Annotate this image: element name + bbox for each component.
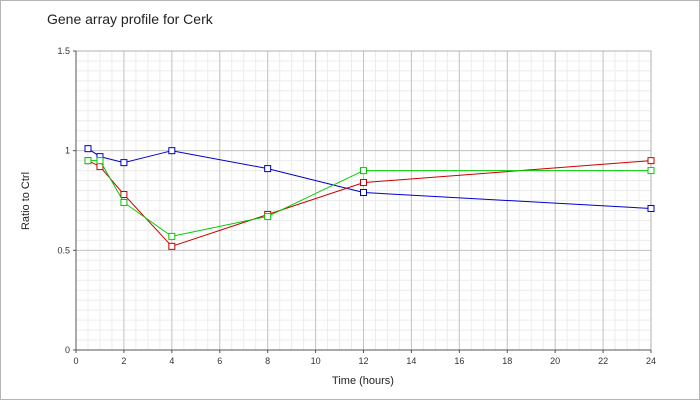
data-point-marker[interactable] <box>360 189 367 197</box>
data-point-marker[interactable] <box>264 165 272 173</box>
x-tick-label: 0 <box>73 356 78 366</box>
data-point-marker[interactable] <box>120 198 128 206</box>
y-tick-label: 1.5 <box>57 46 70 56</box>
x-tick-label: 18 <box>502 356 512 366</box>
data-point-marker[interactable] <box>120 159 128 167</box>
data-point-marker[interactable] <box>168 232 176 240</box>
chart-title: Gene array profile for Cerk <box>47 11 213 27</box>
data-point-marker[interactable] <box>360 179 367 187</box>
data-point-marker[interactable] <box>168 242 176 250</box>
data-point-marker[interactable] <box>647 167 655 175</box>
y-tick-label: 1 <box>65 146 70 156</box>
x-tick-labels: 0 2 4 6 8 10 12 14 16 18 20 22 24 <box>73 350 656 366</box>
data-point-marker[interactable] <box>84 157 92 165</box>
series-3 <box>84 157 655 240</box>
data-point-marker[interactable] <box>360 167 367 175</box>
y-axis-label: Ratio to Ctrl <box>20 172 32 230</box>
x-tick-label: 14 <box>406 356 416 366</box>
x-tick-label: 4 <box>169 356 174 366</box>
data-point-marker[interactable] <box>168 147 176 155</box>
x-tick-label: 22 <box>598 356 608 366</box>
data-point-marker[interactable] <box>96 157 104 165</box>
y-tick-labels: 0 0.5 1 1.5 <box>57 46 76 355</box>
x-tick-label: 6 <box>217 356 222 366</box>
data-point-marker[interactable] <box>647 204 655 212</box>
x-tick-label: 24 <box>646 356 656 366</box>
x-tick-label: 20 <box>550 356 560 366</box>
y-tick-label: 0.5 <box>57 245 70 255</box>
x-tick-label: 12 <box>358 356 368 366</box>
data-point-marker[interactable] <box>120 191 128 199</box>
y-tick-label: 0 <box>65 345 70 355</box>
data-point-marker[interactable] <box>647 157 655 165</box>
data-point-marker[interactable] <box>84 145 92 153</box>
x-tick-label: 10 <box>311 356 321 366</box>
data-point-marker[interactable] <box>264 212 272 220</box>
x-tick-label: 2 <box>121 356 126 366</box>
x-tick-label: 16 <box>454 356 464 366</box>
x-axis-label: Time (hours) <box>332 375 394 387</box>
series-1 <box>84 145 655 212</box>
x-tick-label: 8 <box>265 356 270 366</box>
series-layer <box>84 145 655 250</box>
